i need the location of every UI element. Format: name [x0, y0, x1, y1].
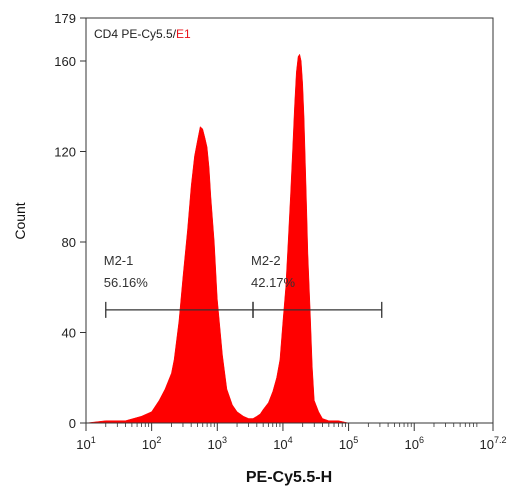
gate-percent-label: 56.16%: [104, 275, 149, 290]
plot-frame: [85, 17, 494, 424]
y-tick-label: 80: [62, 235, 76, 250]
x-tick-base: 10: [273, 437, 287, 452]
y-axis: 0 40 80 120 160 179: [54, 11, 86, 431]
y-axis-title: Count: [12, 202, 28, 239]
x-tick-exponent: 4: [288, 435, 293, 445]
x-tick-label: 107.2: [480, 435, 507, 452]
y-tick-label: 0: [69, 416, 76, 431]
x-tick-base: 10: [404, 437, 418, 452]
x-tick-exponent: 1: [91, 435, 96, 445]
gate-layer: M2-1 56.16% M2-2 42.17%: [104, 253, 383, 318]
x-axis-title: PE-Cy5.5-H: [246, 469, 332, 486]
plot-area: [85, 53, 493, 424]
x-tick-base: 10: [76, 437, 90, 452]
y-tick-label: 40: [62, 325, 76, 340]
x-tick-base: 10: [142, 437, 156, 452]
histogram-series-0: [85, 53, 493, 424]
header-gate: E1: [176, 27, 191, 41]
gate-percent-label: 42.17%: [251, 275, 296, 290]
x-tick-base: 10: [208, 437, 222, 452]
x-tick-label: 102: [142, 435, 161, 452]
x-tick-label: 106: [404, 435, 423, 452]
y-tick-label: 120: [54, 144, 76, 159]
x-tick-exponent: 2: [156, 435, 161, 445]
header-channel: CD4 PE-Cy5.5/: [94, 27, 177, 41]
x-tick-base: 10: [480, 437, 494, 452]
x-axis: 101 102 103 104 105 106 107.2: [76, 423, 506, 452]
gate-name-label: M2-2: [251, 253, 281, 268]
x-tick-label: 104: [273, 435, 292, 452]
plot-header: CD4 PE-Cy5.5/E1: [94, 27, 191, 41]
x-tick-exponent: 5: [353, 435, 358, 445]
x-tick-base: 10: [339, 437, 353, 452]
gate-name-label: M2-1: [104, 253, 134, 268]
x-tick-label: 105: [339, 435, 358, 452]
x-tick-exponent: 3: [222, 435, 227, 445]
y-tick-label: 179: [54, 11, 76, 26]
x-tick-label: 103: [208, 435, 227, 452]
y-tick-label: 160: [54, 54, 76, 69]
x-tick-label: 101: [76, 435, 95, 452]
x-tick-exponent: 7.2: [494, 435, 507, 445]
x-tick-exponent: 6: [419, 435, 424, 445]
